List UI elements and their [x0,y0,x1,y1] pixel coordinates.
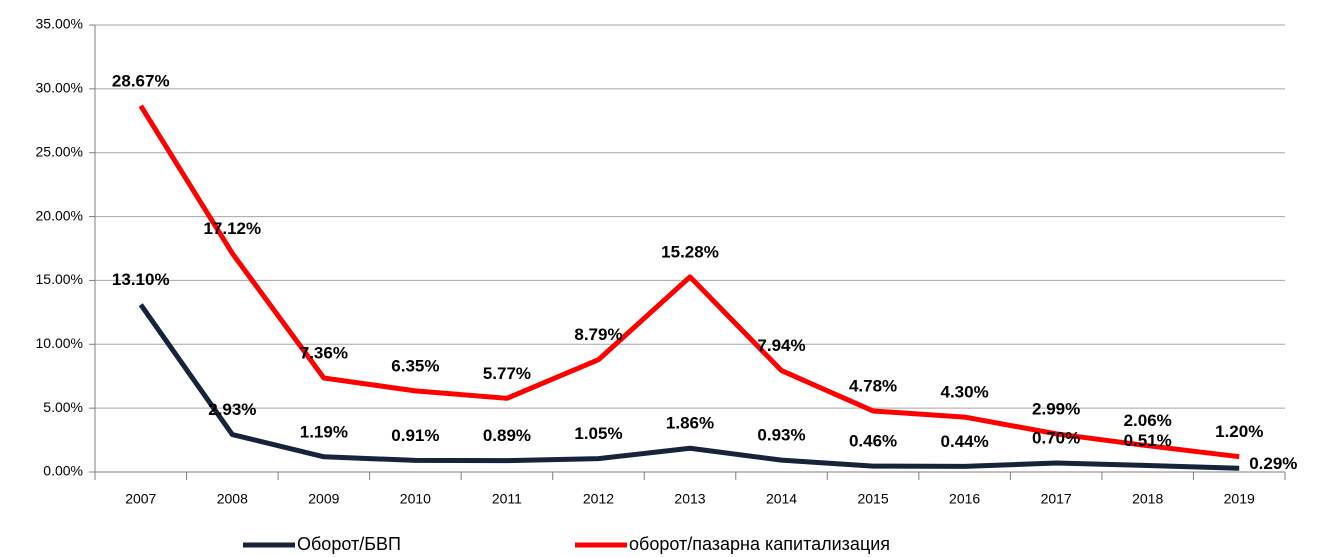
y-tick-label: 5.00% [43,399,83,415]
data-label: 4.78% [849,376,897,395]
x-tick-label: 2013 [674,491,705,507]
data-label: 1.19% [300,422,348,441]
y-tick-label: 0.00% [43,463,83,479]
x-tick-label: 2011 [492,491,522,507]
y-tick-label: 10.00% [36,335,83,351]
x-tick-label: 2017 [1041,491,1072,507]
data-label: 6.35% [391,356,439,375]
data-label: 2.06% [1124,411,1172,430]
y-tick-label: 35.00% [36,16,83,32]
data-label: 0.93% [757,426,805,445]
x-tick-label: 2016 [949,491,980,507]
data-label: 28.67% [112,71,170,90]
data-label: 15.28% [661,242,719,261]
data-label: 8.79% [574,325,622,344]
y-tick-label: 20.00% [36,207,83,223]
data-label: 0.46% [849,432,897,451]
data-label: 17.12% [203,219,261,238]
x-tick-label: 2007 [125,491,156,507]
data-label: 0.29% [1249,454,1297,473]
x-tick-label: 2009 [308,491,339,507]
series-line [138,303,1240,471]
data-label: 7.36% [300,343,348,362]
data-label: 0.91% [391,426,439,445]
x-tick-label: 2012 [583,491,614,507]
data-label: 0.44% [941,432,989,451]
x-tick-label: 2014 [766,491,797,507]
data-label: 1.20% [1215,422,1263,441]
x-tick-label: 2018 [1132,491,1163,507]
data-label: 7.94% [757,336,805,355]
x-tick-label: 2015 [857,491,888,507]
data-label: 13.10% [112,270,170,289]
data-label: 4.30% [941,383,989,402]
data-label: 0.51% [1124,431,1172,450]
data-label: 2.93% [208,400,256,419]
y-tick-label: 25.00% [36,143,83,159]
data-label: 1.86% [666,414,714,433]
data-label: 0.89% [483,426,531,445]
series-line [138,104,1240,460]
data-label: 0.70% [1032,429,1080,448]
y-tick-label: 15.00% [36,271,83,287]
legend-label: оборот/пазарна капитализация [629,534,890,554]
data-label: 5.77% [483,364,531,383]
data-label: 2.99% [1032,399,1080,418]
x-tick-label: 2019 [1224,491,1255,507]
legend-label: Оборот/БВП [297,534,401,554]
y-tick-label: 30.00% [36,80,83,96]
x-tick-label: 2008 [217,491,248,507]
data-label: 1.05% [574,424,622,443]
x-tick-label: 2010 [400,491,431,507]
